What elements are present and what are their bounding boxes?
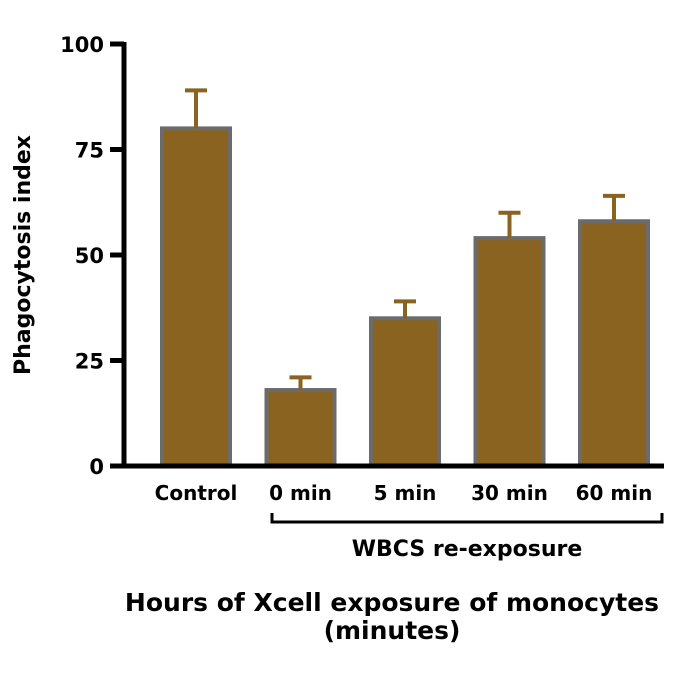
- y-axis-title: Phagocytosis index: [11, 135, 36, 375]
- bracket-label: WBCS re-exposure: [352, 537, 583, 562]
- bar-0: [160, 126, 232, 468]
- error-bars: [185, 88, 625, 391]
- category-label-0: Control: [155, 481, 238, 505]
- y-tick-label: 100: [60, 33, 104, 57]
- category-label-3: 30 min: [471, 481, 548, 505]
- y-tick-label: 50: [75, 244, 104, 268]
- x-axis-bracket: [270, 513, 664, 524]
- bar-4: [578, 219, 650, 468]
- x-axis-category-labels: Control 0 min 5 min 30 min 60 min: [155, 481, 653, 505]
- y-axis-ticks: 0 25 50 75 100: [60, 33, 124, 479]
- caption-line-2: (minutes): [324, 616, 461, 645]
- category-label-2: 5 min: [374, 481, 437, 505]
- caption-line-1: Hours of Xcell exposure of monocytes: [125, 588, 659, 617]
- y-tick-label: 75: [75, 139, 104, 163]
- category-label-1: 0 min: [269, 481, 332, 505]
- bars: [160, 126, 650, 469]
- bar-3: [473, 236, 546, 468]
- bar-1: [264, 388, 337, 469]
- category-label-4: 60 min: [576, 481, 653, 505]
- y-tick-label: 25: [75, 350, 104, 374]
- bar-2: [369, 316, 441, 468]
- y-tick-label: 0: [89, 455, 104, 479]
